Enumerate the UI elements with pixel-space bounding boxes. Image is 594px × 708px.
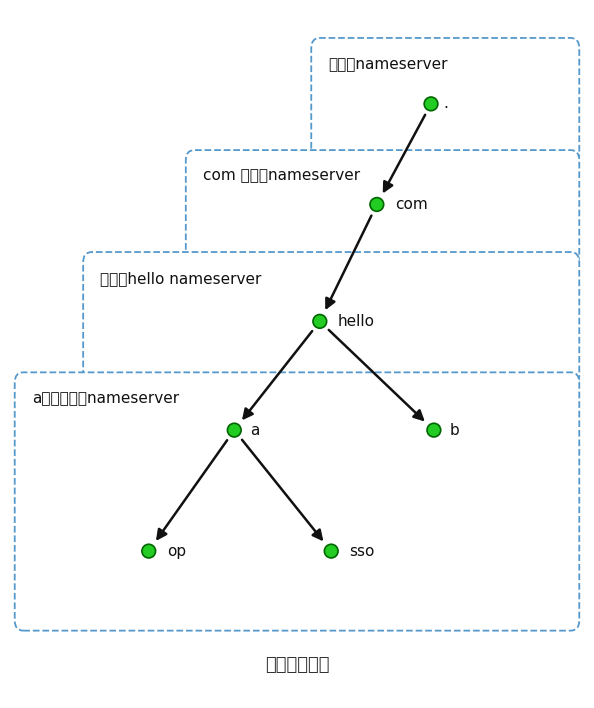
FancyBboxPatch shape [311,38,579,164]
Ellipse shape [228,423,241,437]
Ellipse shape [370,198,384,211]
FancyBboxPatch shape [83,252,579,386]
Text: 自建的hello nameserver: 自建的hello nameserver [100,271,261,286]
FancyBboxPatch shape [186,150,579,266]
Ellipse shape [313,314,327,329]
Text: com: com [395,197,428,212]
Text: sso: sso [349,544,375,559]
Text: 子域授权场景: 子域授权场景 [265,656,329,674]
Text: com 顶级域nameserver: com 顶级域nameserver [203,169,360,183]
Text: b: b [450,423,460,438]
Text: .: . [444,96,448,111]
Text: hello: hello [338,314,375,329]
Text: a部门自建的nameserver: a部门自建的nameserver [32,392,179,406]
Text: a: a [250,423,260,438]
FancyBboxPatch shape [15,372,579,631]
Text: op: op [167,544,186,559]
Ellipse shape [324,544,338,558]
Ellipse shape [427,423,441,437]
Text: 根域名nameserver: 根域名nameserver [328,57,448,72]
Ellipse shape [142,544,156,558]
Ellipse shape [424,97,438,110]
